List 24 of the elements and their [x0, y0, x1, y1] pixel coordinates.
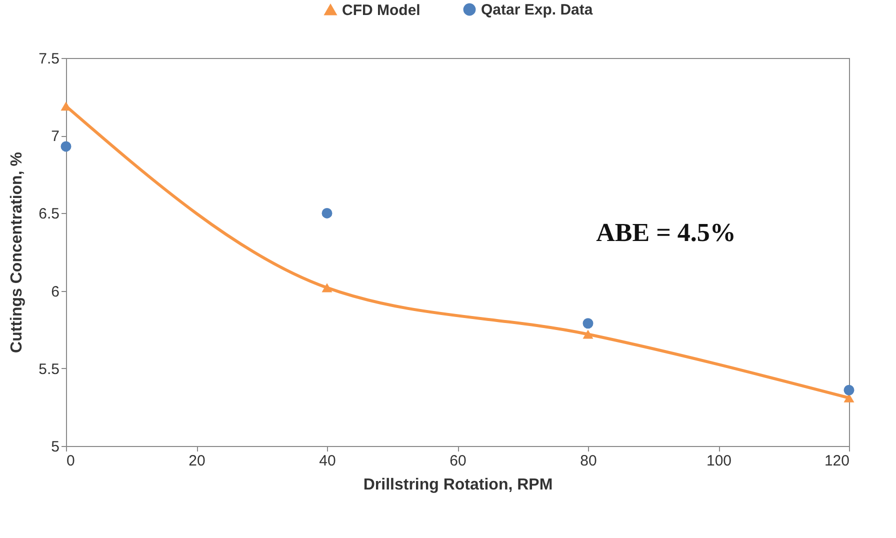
x-axis-title: Drillstring Rotation, RPM — [363, 476, 553, 494]
y-tick-label: 7 — [51, 128, 60, 146]
legend-label: Qatar Exp. Data — [481, 2, 594, 19]
annotation: ABE = 4.5% — [596, 218, 736, 247]
point — [322, 208, 332, 218]
y-tick-label: 6.5 — [38, 206, 60, 223]
y-tick-label: 5 — [51, 438, 60, 456]
x-tick-label: 20 — [188, 452, 206, 470]
point — [582, 318, 594, 329]
point — [322, 283, 332, 292]
point — [60, 141, 72, 152]
y-tick-label: 5.5 — [38, 360, 60, 378]
x-tick-label: 80 — [580, 452, 597, 470]
x-tick-label: 0 — [66, 452, 75, 470]
y-axis-title: Cuttings Concentration, % — [8, 152, 26, 353]
x-tick-label: 60 — [450, 452, 466, 470]
y-tick-label: 6 — [51, 283, 60, 300]
legend-label: CFD Model — [342, 2, 420, 19]
y-tick-label: 7.5 — [38, 50, 60, 68]
x-tick-label: 40 — [319, 452, 336, 470]
x-tick-label: 100 — [706, 452, 732, 470]
point — [582, 330, 594, 339]
x-tick-label: 120 — [824, 452, 850, 470]
point — [844, 384, 854, 396]
